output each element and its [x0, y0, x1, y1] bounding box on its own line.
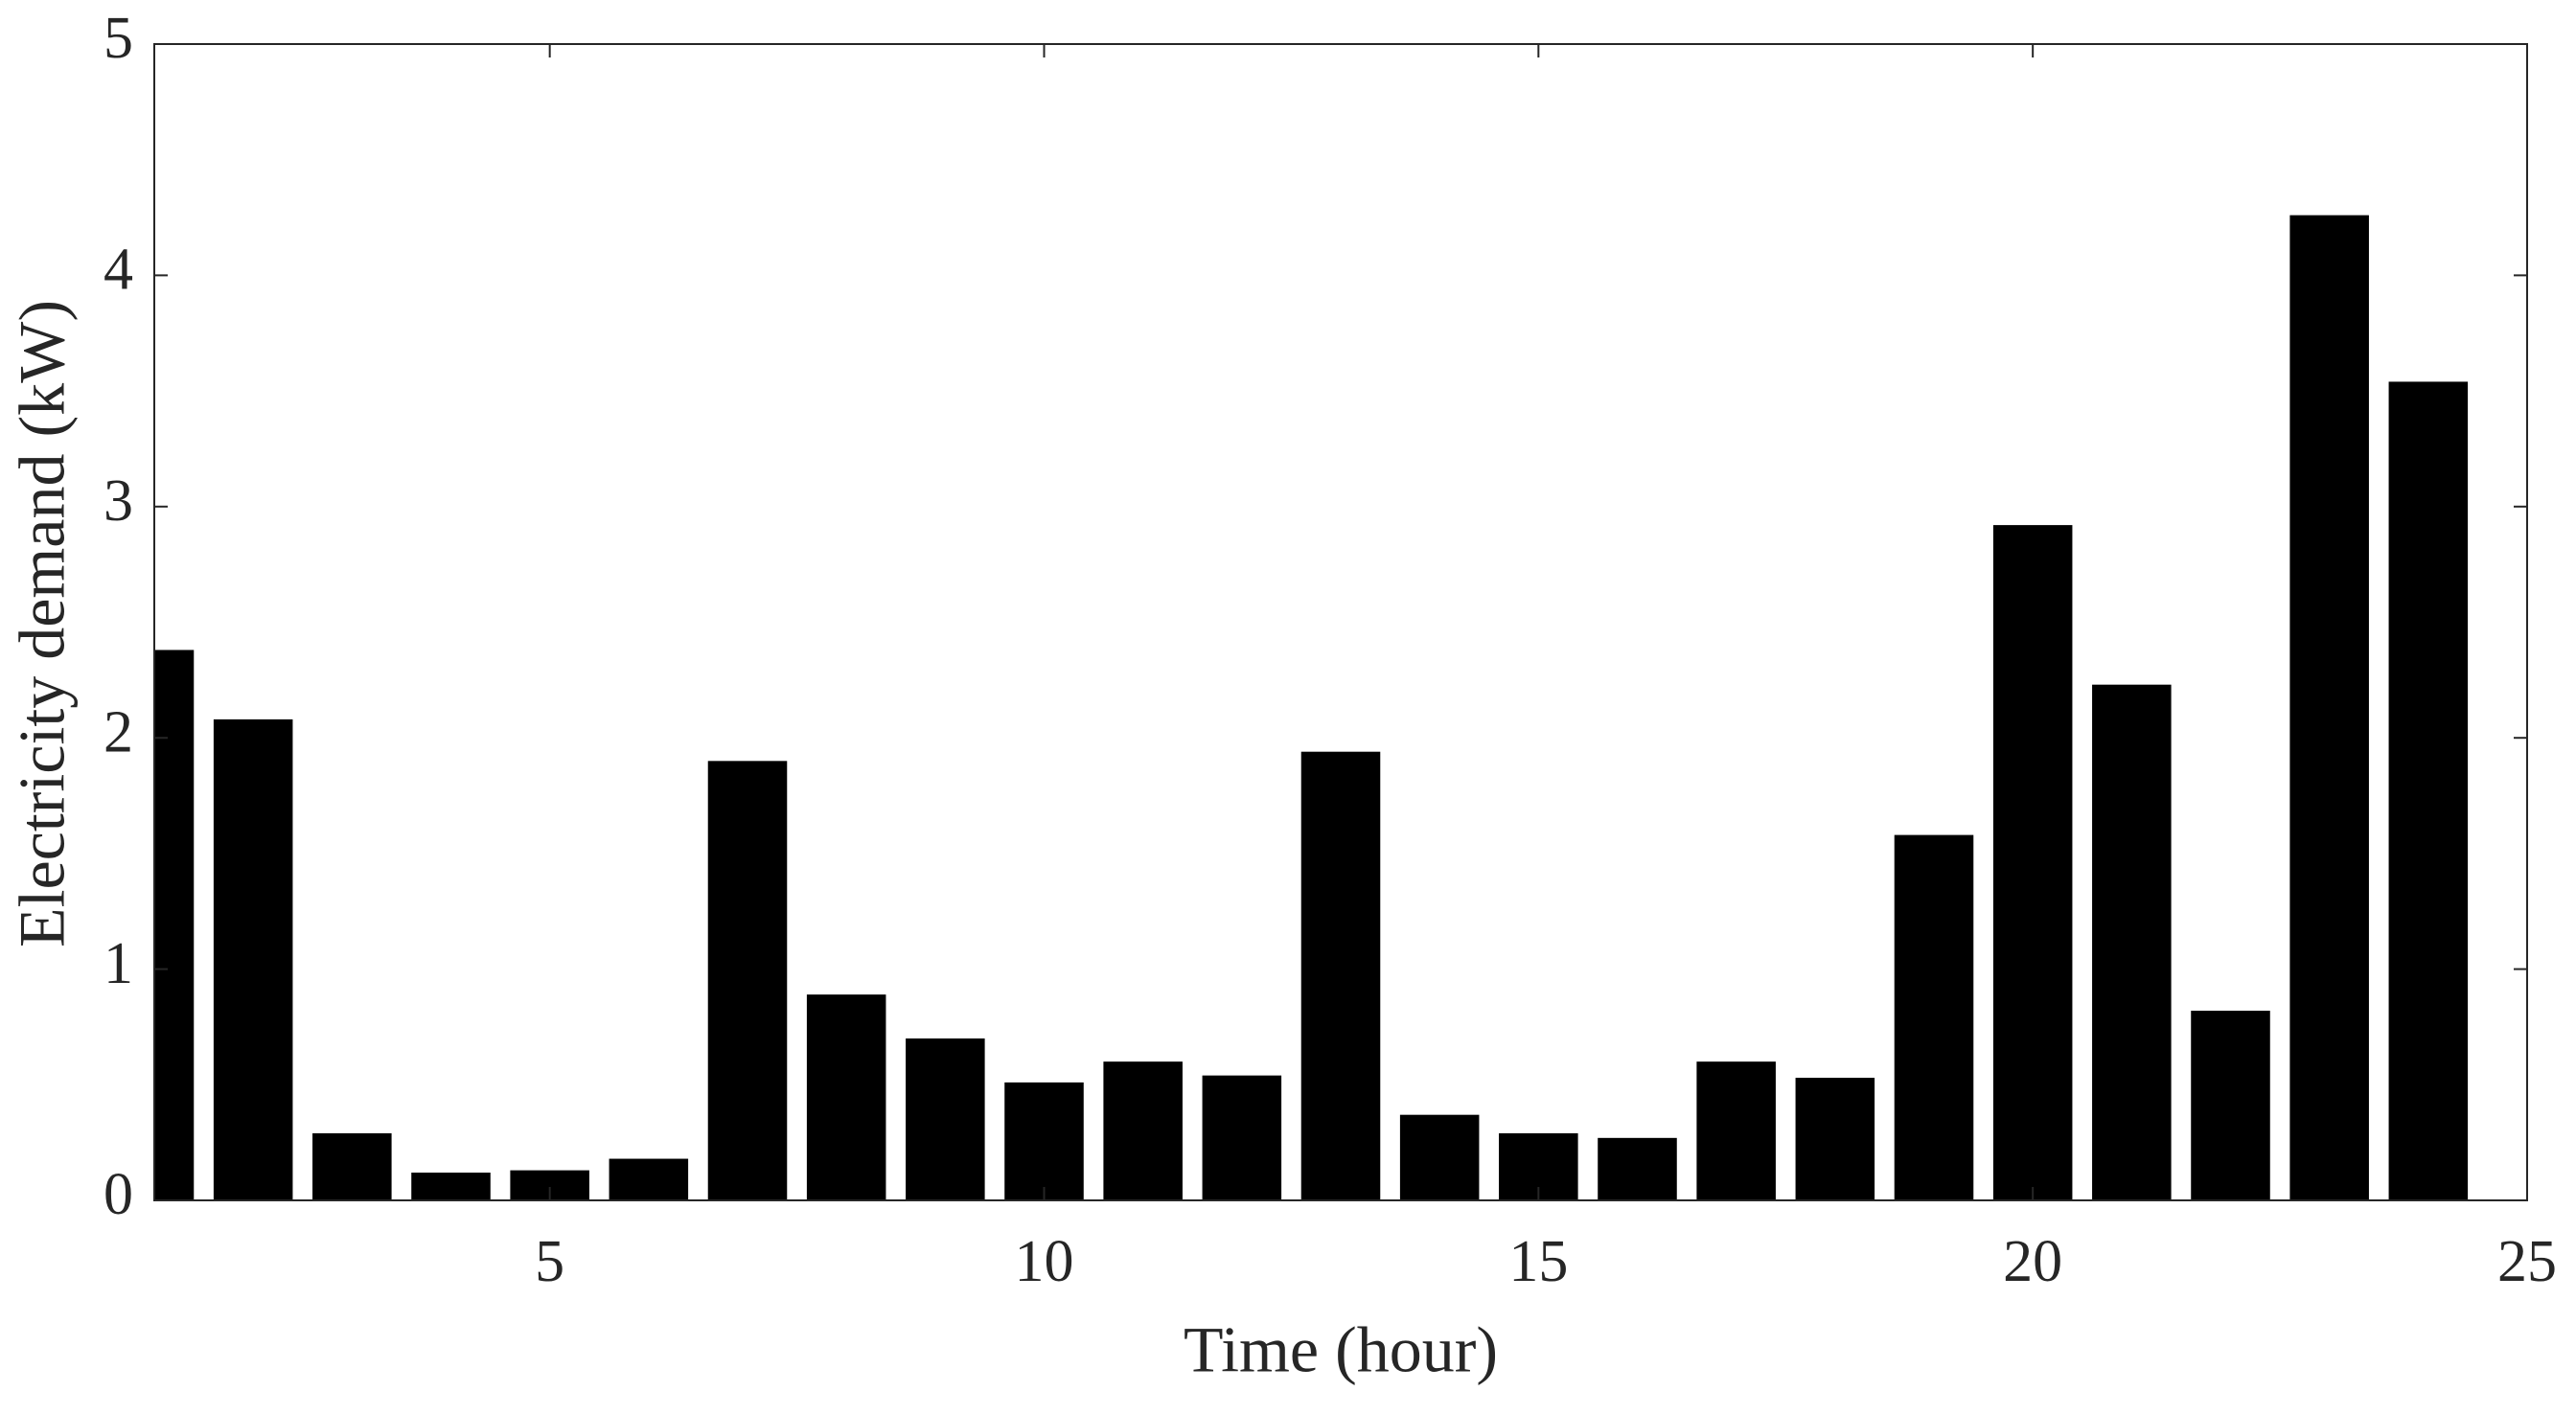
bar — [213, 718, 293, 1200]
bar — [1103, 1061, 1183, 1200]
bar — [2191, 1011, 2270, 1200]
y-tick-label: 3 — [104, 468, 133, 534]
x-tick-label: 5 — [535, 1229, 564, 1294]
bar — [1300, 751, 1381, 1200]
bar — [906, 1038, 985, 1200]
bar — [1399, 1114, 1480, 1200]
bar — [1598, 1137, 1677, 1200]
y-tick-label: 1 — [104, 931, 133, 996]
bar — [1992, 525, 2073, 1200]
bar — [1795, 1078, 1875, 1200]
bar — [1004, 1082, 1084, 1200]
bar — [2092, 684, 2172, 1200]
x-tick-label: 15 — [1508, 1229, 1568, 1294]
x-axis-label: Time (hour) — [1184, 1313, 1498, 1386]
bar — [806, 994, 886, 1200]
bar — [707, 761, 788, 1200]
bar — [2388, 381, 2469, 1200]
bar — [154, 650, 195, 1200]
y-tick-label: 4 — [104, 238, 133, 303]
y-axis-label: Electricity demand (kW) — [6, 300, 79, 947]
bar — [2289, 215, 2369, 1200]
bar — [1202, 1075, 1282, 1200]
y-tick-label: 2 — [104, 699, 133, 764]
bar — [1696, 1061, 1776, 1200]
bar — [609, 1158, 689, 1200]
y-tick-label: 5 — [104, 6, 133, 71]
x-tick-label: 10 — [1015, 1229, 1074, 1294]
bar — [411, 1173, 491, 1200]
plot-area — [154, 215, 2469, 1200]
y-tick-label: 0 — [104, 1162, 133, 1227]
x-tick-label: 25 — [2497, 1229, 2557, 1294]
axes-box — [153, 43, 2528, 1201]
x-tick-label: 20 — [2003, 1229, 2062, 1294]
bar — [312, 1132, 392, 1200]
bar — [1894, 834, 1974, 1200]
